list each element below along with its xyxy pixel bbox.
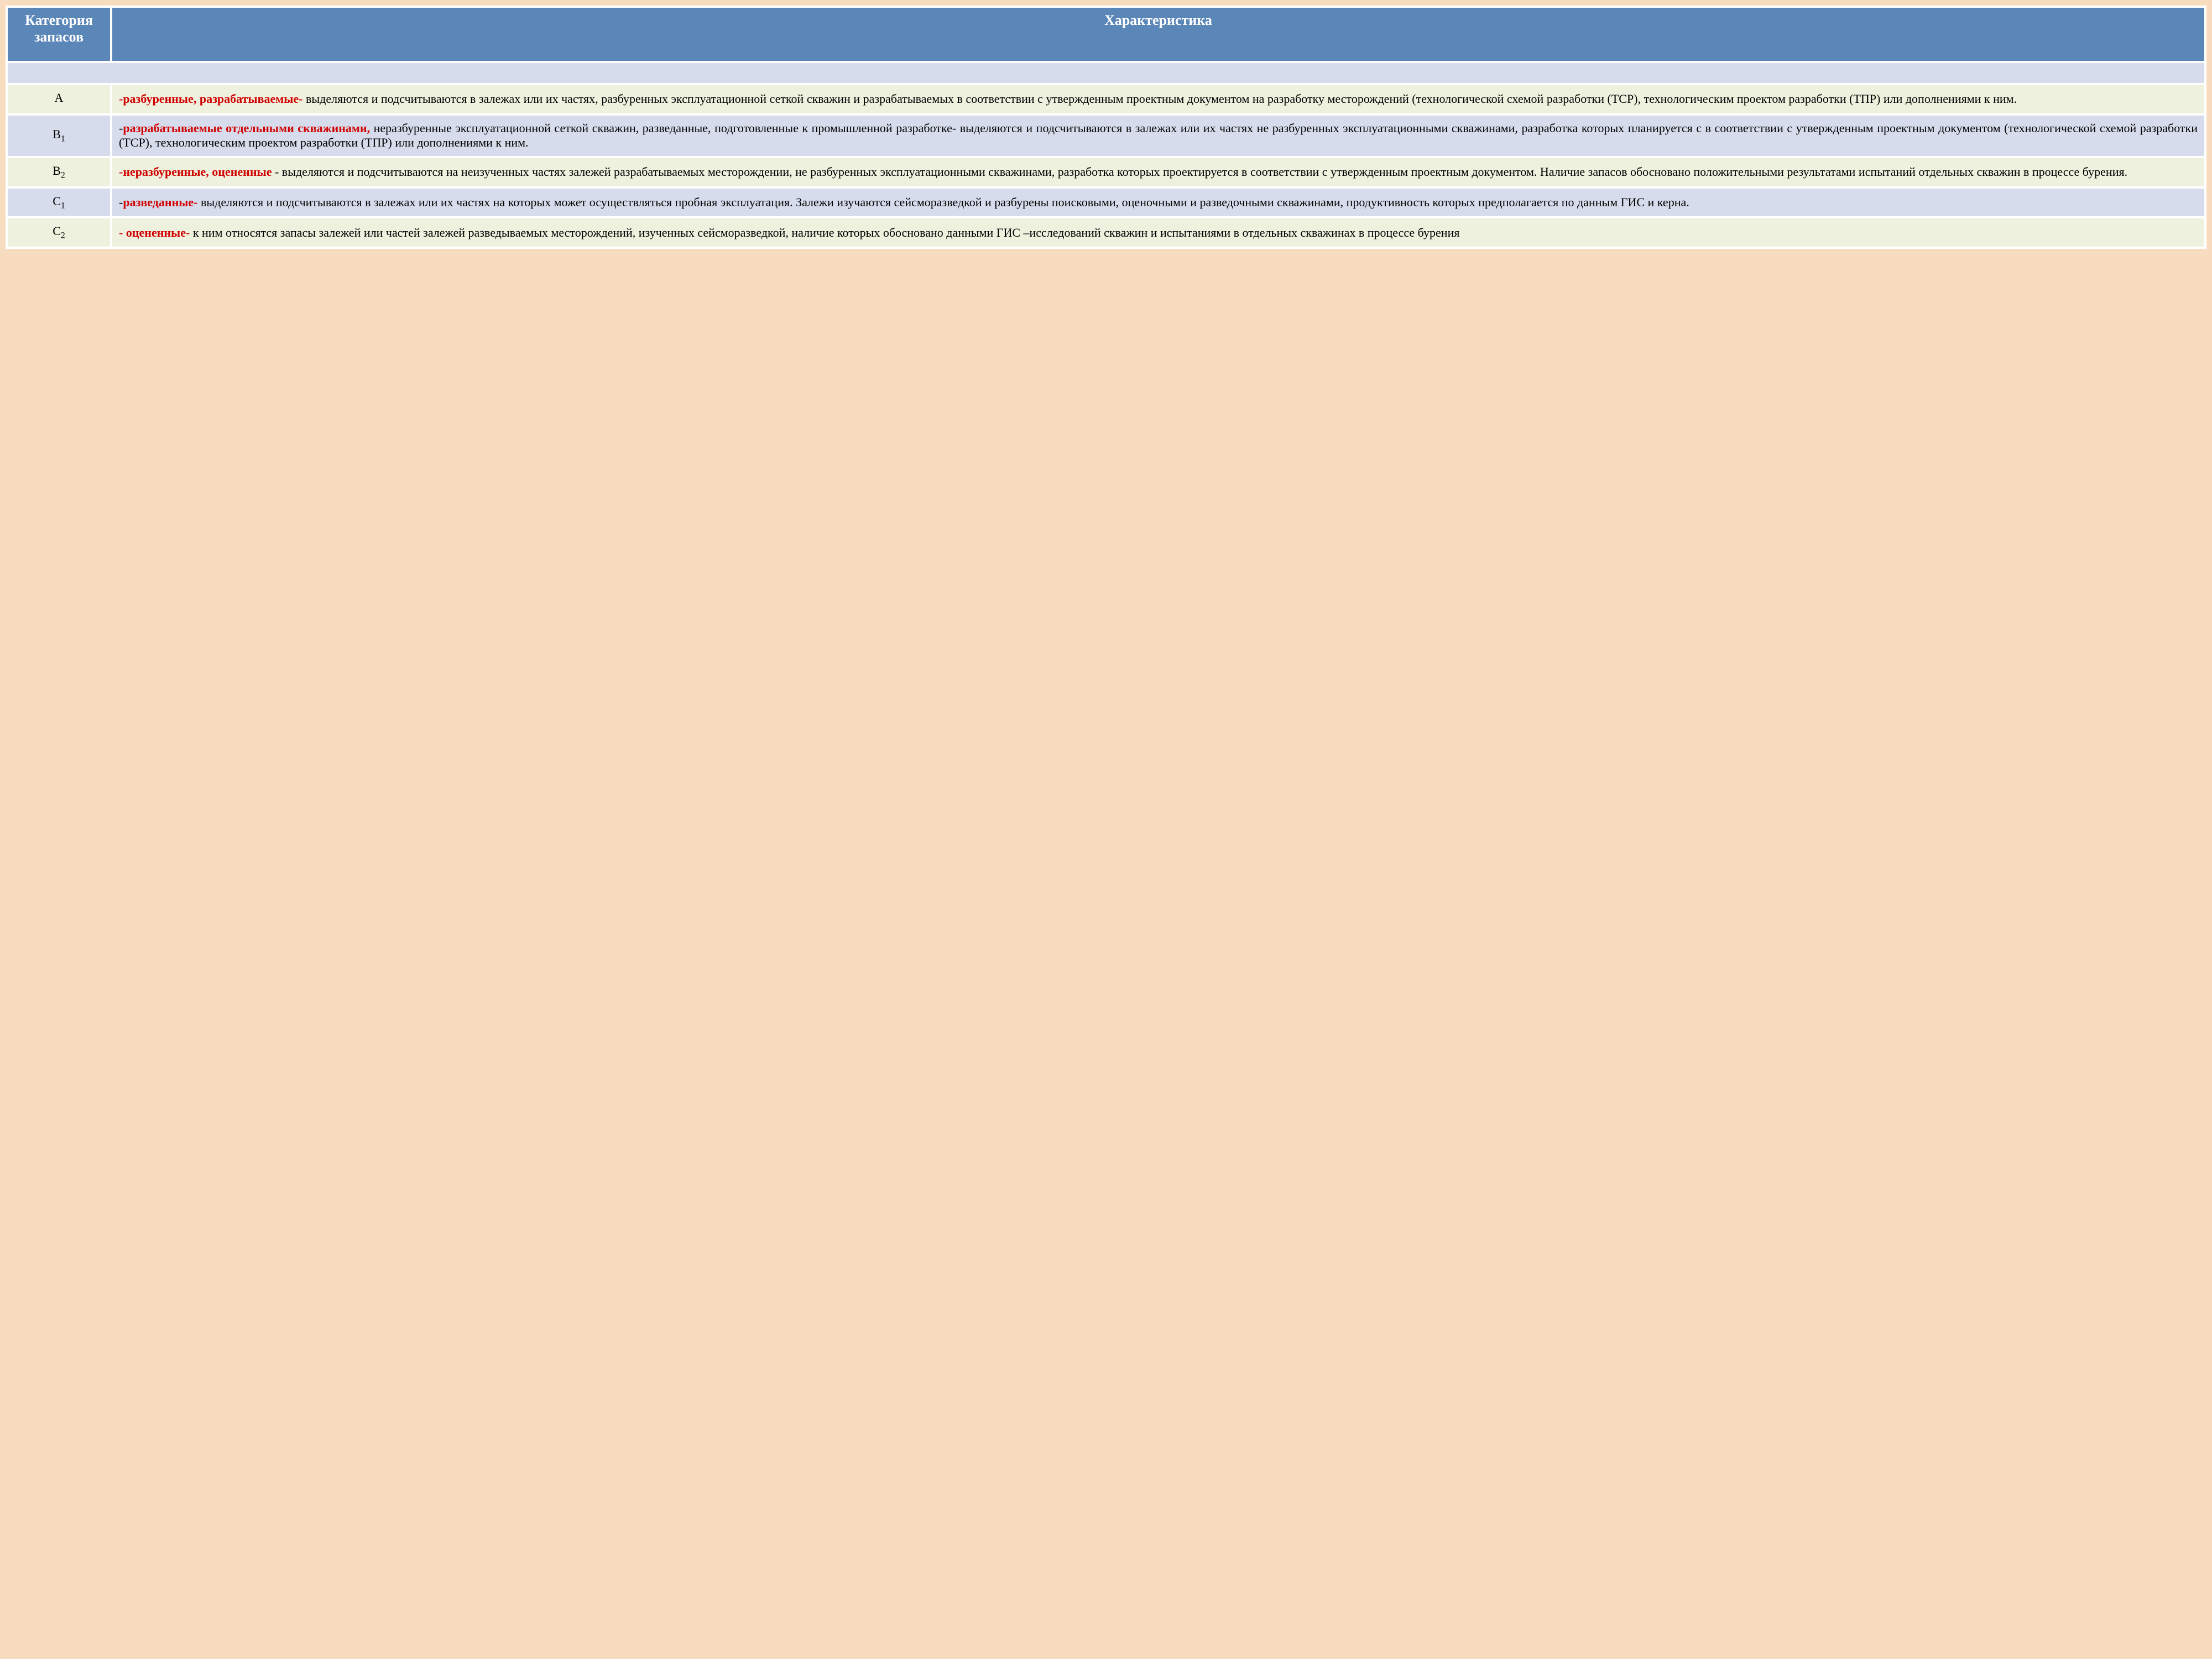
highlighted-term: -разбуренные, разрабатываемые-	[119, 92, 302, 106]
characteristic-text: - выделяются и подсчитываются на неизуче…	[275, 165, 2127, 179]
characteristic-text: к ним относятся запасы залежей или часте…	[190, 226, 1459, 239]
category-main: В	[53, 164, 61, 178]
category-sub: 1	[61, 134, 65, 143]
category-main: А	[55, 91, 64, 105]
characteristic-cell: -разрабатываемые отдельными скважинами, …	[112, 116, 2204, 156]
table-row-c2: С2 - оцененные- к ним относятся запасы з…	[8, 218, 2204, 247]
category-cell: С1	[8, 189, 110, 217]
category-sub: 2	[61, 170, 65, 180]
highlighted-term: - оцененные-	[119, 226, 190, 239]
characteristic-cell: -неразбуренные, оцененные - выделяются и…	[112, 158, 2204, 186]
spacer-cell	[8, 63, 2204, 83]
category-cell: С2	[8, 218, 110, 247]
category-cell: В2	[8, 158, 110, 186]
header-characteristic: Характеристика	[112, 8, 2204, 61]
category-cell: А	[8, 85, 110, 113]
category-cell: В1	[8, 116, 110, 156]
table-row-b2: В2 -неразбуренные, оцененные - выделяютс…	[8, 158, 2204, 186]
category-main: В	[53, 127, 61, 141]
header-category: Категория запасов	[8, 8, 110, 61]
characteristic-text: неразбуренные эксплуатационной сеткой ск…	[119, 121, 2198, 149]
table-row-a: А -разбуренные, разрабатываемые- выделяю…	[8, 85, 2204, 113]
highlighted-term: -неразбуренные, оцененные	[119, 165, 275, 179]
table-row-b1: В1 -разрабатываемые отдельными скважинам…	[8, 116, 2204, 156]
characteristic-text: выделяются и подсчитываются в залежах ил…	[302, 92, 2017, 106]
table-header-row: Категория запасов Характеристика	[8, 8, 2204, 61]
characteristic-cell: -разведанные- выделяются и подсчитываютс…	[112, 189, 2204, 217]
table-row-c1: С1 -разведанные- выделяются и подсчитыва…	[8, 189, 2204, 217]
characteristic-cell: -разбуренные, разрабатываемые- выделяютс…	[112, 85, 2204, 113]
spacer-row	[8, 63, 2204, 83]
category-sub: 2	[61, 231, 65, 241]
reserves-table: Категория запасов Характеристика А -разб…	[6, 6, 2206, 249]
highlighted-term: разрабатываемые отдельными скважинами,	[123, 121, 370, 135]
category-main: С	[53, 224, 61, 238]
characteristic-text: выделяются и подсчитываются в залежах ил…	[198, 195, 1689, 209]
highlighted-term: разведанные-	[123, 195, 197, 209]
category-sub: 1	[61, 201, 65, 210]
category-main: С	[53, 194, 61, 208]
characteristic-cell: - оцененные- к ним относятся запасы зале…	[112, 218, 2204, 247]
